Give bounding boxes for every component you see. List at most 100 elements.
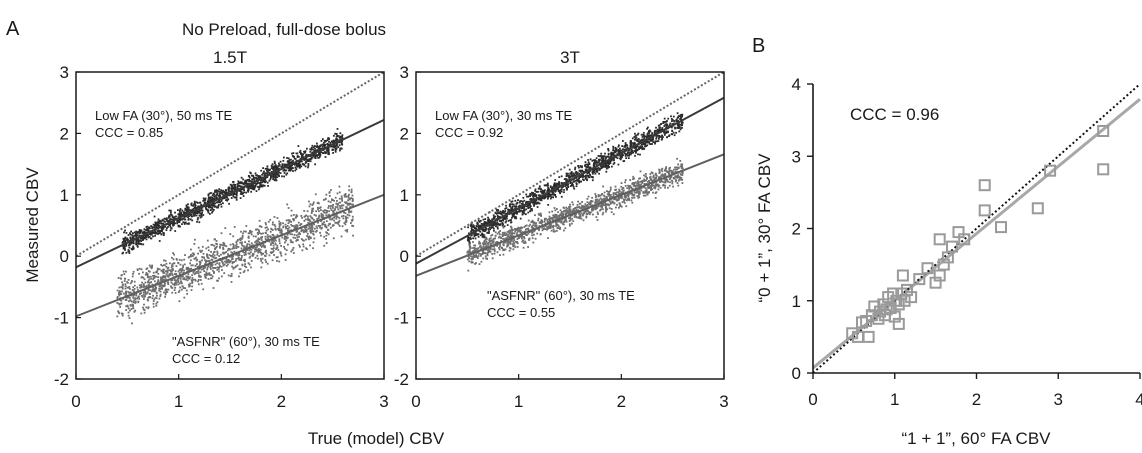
p1-series-2-point (170, 285, 172, 288)
p2-series-2-point (568, 217, 571, 219)
p1-series-2-point (131, 280, 133, 282)
p1-series-2-point (173, 262, 175, 265)
p1-series-1-point (161, 228, 164, 231)
p2-series-2-point (605, 196, 608, 199)
p1-series-1-point (335, 137, 338, 140)
p2-series-2-point (523, 226, 526, 228)
p1-series-2-point (173, 284, 176, 287)
p1-series-2-point (207, 246, 210, 249)
p1-series-1-point (295, 168, 298, 170)
p1-series-2-point (201, 256, 204, 258)
p1-series-2-point (269, 235, 271, 238)
p2-series-2-point (608, 200, 611, 202)
p1-series-2-point (171, 270, 173, 272)
p1-series-1-point (140, 243, 143, 246)
p1-series-2-point (244, 265, 246, 268)
p1-series-2-point (258, 219, 261, 222)
p1-series-2-point (194, 264, 197, 267)
p1-series-1-point (261, 185, 264, 188)
p1-series-1-point (318, 156, 320, 159)
p1-series-2-point (142, 271, 144, 274)
p1-series-2-point (152, 302, 155, 305)
p1-series-2-point (292, 252, 295, 254)
p1-series-2-point (241, 236, 244, 239)
p1-series-1-point (186, 207, 189, 209)
p1-series-1-point (211, 196, 214, 199)
p2-series-2-point (543, 227, 546, 230)
p1-series-2-point (257, 238, 260, 241)
p2-series-2-point (494, 231, 497, 234)
p1-series-2-point (125, 298, 128, 301)
p1-series-1-point (278, 175, 280, 177)
p1-series-2-point (332, 224, 335, 226)
p1-series-1-point (200, 214, 203, 217)
p2-series-2-point (524, 240, 526, 243)
p1-series-1-point (247, 190, 250, 193)
p1-series-2-point (320, 215, 323, 218)
p2-series-2-point (681, 172, 684, 175)
p1-series-1-point (147, 234, 150, 237)
p1-series-2-point (182, 287, 185, 289)
p2-series-2-point (635, 181, 637, 184)
p1-series-2-point (198, 268, 200, 271)
p1-series-2-point (295, 215, 298, 218)
p2-series-2-point (626, 199, 628, 202)
p1-series-1-point (223, 197, 226, 199)
p1-series-1-point (148, 235, 151, 238)
p1-series-2-point (250, 266, 252, 269)
p1-series-2-point (244, 260, 246, 263)
p1-series-1-point (306, 159, 309, 162)
p1-series-2-point (197, 279, 200, 281)
p1-series-2-point (167, 288, 170, 291)
p1-series-1-point (152, 223, 155, 226)
p1-series-1-point (200, 213, 203, 215)
p1-series-1-point (171, 216, 174, 218)
p1-series-2-point (222, 248, 225, 250)
p1-series-2-point (213, 251, 215, 254)
p1-series-1-point (310, 157, 313, 160)
p2-series-1-point (615, 149, 618, 151)
p1-series-1-point (278, 164, 281, 166)
p1-series-1-point (323, 150, 326, 153)
p2-series-2-point (603, 199, 606, 201)
p1-series-1-point (305, 157, 308, 160)
p1-series-2-point (232, 246, 235, 249)
p2-series-2-point (562, 215, 565, 217)
p2-series-1-point (546, 182, 549, 185)
p1-series-1-point (143, 232, 145, 234)
p2-series-2-point (605, 206, 608, 209)
p2-series-2-point (539, 212, 542, 215)
p1-series-2-point (256, 254, 259, 257)
p1-series-1-point (227, 187, 230, 190)
panel-a-y-axis-label: Measured CBV (23, 167, 42, 283)
p2-series-1-point (589, 166, 592, 169)
p1-series-1-point (178, 211, 181, 213)
p1-series-1-point (216, 201, 218, 204)
p1-series-2-point (119, 302, 122, 305)
p1-series-1-point (154, 221, 157, 224)
p1-series-2-point (339, 205, 341, 207)
p1-series-2-point (332, 237, 335, 240)
p1-series-2-point (302, 229, 305, 232)
p1-series-2-point (211, 255, 214, 257)
p1-series-2-point (334, 215, 336, 217)
p1-series-1-point (197, 217, 199, 219)
p1-series-2-point (227, 253, 229, 255)
p1-series-2-point (250, 260, 253, 262)
p1-series-2-point (220, 244, 222, 246)
p1-series-1-point (289, 167, 292, 169)
p2-series-1-point (535, 195, 537, 198)
p1-series-1-point (195, 201, 198, 204)
p1-series-2-point (158, 268, 161, 271)
p2-series-2-point (489, 247, 492, 249)
p1-series-2-point (231, 265, 233, 268)
p1-series-2-point (278, 223, 281, 226)
p1-series-2-point (191, 280, 193, 283)
p1-series-1-point (199, 209, 202, 212)
p1-series-1-point (230, 197, 233, 199)
p1-series-1-point (123, 231, 125, 234)
p1-series-2-point (315, 230, 317, 233)
p2-series-2-point (606, 193, 609, 196)
p1-series-2-point (334, 196, 337, 199)
p1-series-1-point (205, 208, 208, 210)
